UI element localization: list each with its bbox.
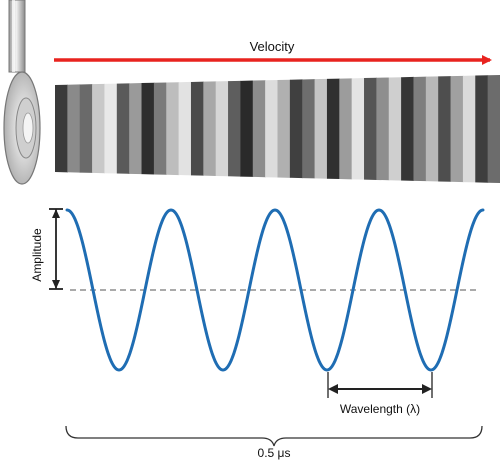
pressure-band <box>55 84 68 173</box>
pressure-band <box>364 77 377 180</box>
pressure-band <box>240 80 254 177</box>
pressure-band <box>277 79 291 178</box>
amplitude-bracket <box>49 208 63 290</box>
pressure-band <box>401 76 415 181</box>
pressure-band <box>413 76 427 182</box>
pressure-band <box>462 75 476 183</box>
pressure-band <box>475 75 489 183</box>
wavelength-label: Wavelength (λ) <box>340 402 420 416</box>
pressure-band <box>450 75 464 183</box>
pressure-band <box>178 81 192 176</box>
pressure-band <box>153 82 167 175</box>
pressure-band <box>215 81 229 177</box>
pressure-bands <box>55 75 500 183</box>
pressure-band <box>388 77 402 181</box>
pressure-band <box>190 81 204 176</box>
sine-wave <box>65 208 485 372</box>
pressure-band <box>314 78 328 179</box>
pressure-band <box>67 84 81 173</box>
pressure-band <box>425 76 439 182</box>
pressure-band <box>104 83 118 174</box>
pressure-band <box>129 83 143 175</box>
pressure-band <box>92 83 106 174</box>
ultrasound-transducer-icon <box>3 0 41 185</box>
duration-bracket <box>65 425 483 447</box>
pressure-band <box>376 77 390 181</box>
amplitude-label: Amplitude <box>30 228 44 282</box>
pressure-band <box>166 82 180 176</box>
pressure-band <box>252 80 266 178</box>
pressure-band <box>302 79 316 179</box>
wavelength-arrow <box>327 372 433 398</box>
duration-label: 0.5 μs <box>258 446 291 460</box>
pressure-band <box>116 83 130 174</box>
pressure-band <box>326 78 340 180</box>
pressure-band <box>141 82 155 175</box>
pressure-band <box>79 84 93 173</box>
pressure-band <box>351 78 365 180</box>
pressure-band <box>203 81 217 176</box>
pressure-band <box>289 79 303 179</box>
pressure-band <box>265 79 279 178</box>
pressure-band <box>487 75 500 183</box>
pressure-band <box>228 80 242 177</box>
pressure-band <box>339 78 353 180</box>
pressure-band <box>438 76 452 182</box>
velocity-label: Velocity <box>250 39 295 54</box>
